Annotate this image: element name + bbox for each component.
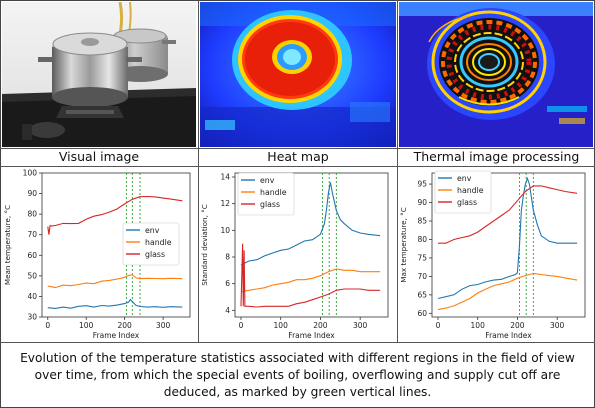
x-tick-label: 300 xyxy=(156,321,171,330)
y-tick-label: 80 xyxy=(417,235,427,244)
legend: env handle glass xyxy=(122,222,180,266)
y-tick-label: 8 xyxy=(225,253,230,262)
series-line-glass xyxy=(240,243,381,308)
y-tick-label: 95 xyxy=(417,180,427,189)
legend-label-env: env xyxy=(145,226,160,235)
y-axis-label: Mean temperature, °C xyxy=(3,205,12,285)
caption-line-1: Evolution of the temperature statistics … xyxy=(20,351,575,365)
x-axis-label: Frame Index xyxy=(93,331,140,340)
legend-label-env: env xyxy=(457,174,472,183)
y-tick-label: 100 xyxy=(23,169,38,178)
legend-label-handle: handle xyxy=(457,186,484,195)
series-line-glass xyxy=(47,195,183,235)
y-tick-label: 14 xyxy=(220,173,230,182)
y-tick-label: 50 xyxy=(27,271,37,280)
x-tick-label: 100 xyxy=(274,321,289,330)
x-tick-label: 100 xyxy=(471,321,486,330)
chart-standard-deviation: 0 100 200 300 4 6 8 10 12 14 Frame Index Standard d… xyxy=(199,167,396,341)
legend-label-glass: glass xyxy=(260,200,280,209)
row-divider-top xyxy=(0,148,595,149)
caption-heat: Heat map xyxy=(267,149,329,164)
x-tick-label: 100 xyxy=(79,321,94,330)
legend-label-glass: glass xyxy=(145,250,165,259)
x-tick-label: 200 xyxy=(510,321,525,330)
y-tick-label: 80 xyxy=(27,210,37,219)
column-divider-left xyxy=(198,0,199,342)
y-tick-label: 90 xyxy=(27,189,37,198)
y-tick-label: 90 xyxy=(417,198,427,207)
row-divider-bottom xyxy=(0,342,595,343)
heat-map-image xyxy=(200,2,396,147)
y-tick-label: 60 xyxy=(27,251,37,260)
y-tick-label: 85 xyxy=(417,217,427,226)
x-axis-label: Frame Index xyxy=(288,331,335,340)
caption-line-3: deduced, as marked by green vertical lin… xyxy=(163,385,432,399)
y-tick-label: 70 xyxy=(417,272,427,281)
max-temperature-plot: 0 100 200 300 60 65 70 75 80 85 90 95 Frame Index Max… xyxy=(399,170,586,340)
thermal-processing-image xyxy=(399,2,593,147)
legend: env handle glass xyxy=(237,172,295,216)
column-divider-right xyxy=(397,0,398,342)
legend-label-handle: handle xyxy=(145,238,172,247)
legend: env handle glass xyxy=(434,170,492,214)
series-line-handle xyxy=(47,274,183,289)
visual-image xyxy=(2,2,196,147)
row-divider-captions xyxy=(0,166,595,167)
x-tick-label: 0 xyxy=(239,321,244,330)
chart-max-temperature: 0 100 200 300 60 65 70 75 80 85 90 95 Frame Index Max… xyxy=(398,167,593,341)
y-tick-label: 40 xyxy=(27,292,37,301)
y-tick-label: 30 xyxy=(27,313,37,322)
y-axis-label: Max temperature, °C xyxy=(399,207,408,283)
series-line-handle xyxy=(437,272,578,311)
figure-caption: Evolution of the temperature statistics … xyxy=(4,350,591,401)
x-tick-label: 200 xyxy=(117,321,132,330)
y-tick-label: 70 xyxy=(27,230,37,239)
standard-deviation-plot: 0 100 200 300 4 6 8 10 12 14 Frame Index Standard d… xyxy=(200,172,389,340)
y-tick-label: 75 xyxy=(417,253,427,262)
chart-mean-temperature: 0 100 200 300 30 40 50 60 70 80 90 100 Frame Index Me… xyxy=(2,167,198,341)
y-tick-label: 65 xyxy=(417,290,427,299)
x-tick-label: 0 xyxy=(436,321,441,330)
y-tick-label: 10 xyxy=(220,226,230,235)
legend-label-handle: handle xyxy=(260,188,287,197)
caption-thermal: Thermal image processing xyxy=(413,149,580,164)
series-line-env xyxy=(240,182,381,266)
series-line-env xyxy=(437,176,578,300)
legend-label-glass: glass xyxy=(457,198,477,207)
legend-label-env: env xyxy=(260,176,275,185)
series-line-env xyxy=(47,298,183,309)
caption-visual: Visual image xyxy=(58,149,140,164)
y-tick-label: 6 xyxy=(225,279,230,288)
x-tick-label: 300 xyxy=(550,321,565,330)
x-axis-label: Frame Index xyxy=(485,331,532,340)
y-tick-label: 60 xyxy=(417,309,427,318)
y-tick-label: 12 xyxy=(220,199,230,208)
caption-line-2: over time, from which the special events… xyxy=(34,368,561,382)
series-line-handle xyxy=(240,268,381,293)
y-tick-label: 4 xyxy=(225,306,230,315)
x-tick-label: 0 xyxy=(45,321,50,330)
x-tick-label: 300 xyxy=(353,321,368,330)
y-axis-label: Standard deviation, °C xyxy=(200,204,209,286)
x-tick-label: 200 xyxy=(313,321,328,330)
series-line-glass xyxy=(438,185,578,244)
